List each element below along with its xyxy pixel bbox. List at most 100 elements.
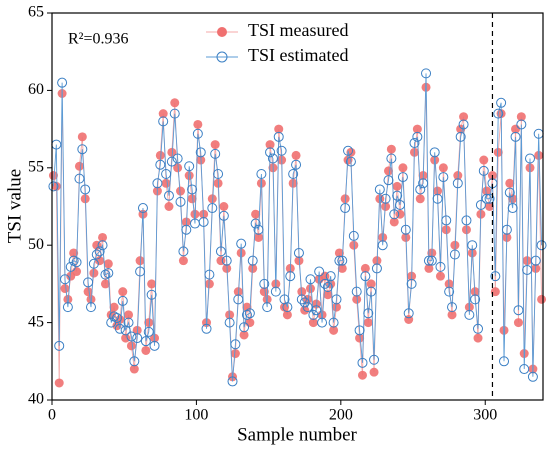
data-point [178,246,189,257]
data-point [481,193,492,204]
data-point [201,323,212,334]
data-point [329,325,339,335]
data-point [296,294,307,305]
data-point [418,178,429,189]
data-point [507,203,518,214]
y-tick-label: 55 [28,158,44,175]
data-point [68,255,79,266]
data-point [62,302,73,313]
y-axis-title: TSI value [4,169,25,243]
data-point [357,370,367,380]
data-point [121,333,131,343]
data-point [386,153,397,164]
data-point [97,240,108,251]
data-point [371,263,382,274]
data-point [71,257,82,268]
data-point [69,248,79,258]
data-point [111,312,122,323]
data-point [63,294,73,304]
data-point [374,184,385,195]
data-point [143,326,154,337]
data-point [501,224,512,235]
data-point [152,178,163,189]
data-point [395,209,405,219]
data-point [195,147,206,158]
data-point [349,240,359,250]
data-point [132,333,143,344]
data-point [123,317,134,328]
series-line [52,73,543,382]
data-point [473,333,483,343]
data-point [400,224,411,235]
data-point [141,345,151,355]
data-point [207,194,217,204]
data-point [60,284,70,294]
data-point [169,108,180,119]
data-point [74,161,84,171]
data-point [325,271,336,282]
data-point [322,281,333,292]
data-point [412,124,422,134]
data-point [504,187,515,198]
data-point [305,274,316,285]
data-point [377,240,388,251]
data-point [210,148,221,159]
data-point [184,161,195,172]
data-point [406,278,417,289]
data-point [522,264,533,275]
data-point [366,286,377,297]
data-point [230,349,240,359]
data-point [337,255,348,266]
data-point [198,216,209,227]
data-point [95,256,105,266]
data-point [77,132,87,142]
data-point [452,178,463,189]
data-point [126,331,137,342]
data-point [513,305,524,316]
data-point [447,302,458,313]
data-point [360,263,370,273]
data-point [265,140,275,150]
data-point [98,232,108,242]
legend-label: TSI estimated [248,45,348,65]
data-point [270,286,281,297]
data-point [256,168,267,179]
data-point [308,318,318,328]
data-point [297,287,307,297]
data-point [429,147,440,158]
data-point [444,286,455,297]
data-point [355,333,365,343]
data-point [536,240,547,251]
data-point [496,97,507,108]
x-tick-label: 100 [184,407,208,424]
data-point [435,271,445,281]
y-tick-label: 45 [28,313,44,330]
data-point [48,181,59,192]
data-point [204,269,215,280]
data-point [530,255,541,266]
data-point [314,266,325,277]
data-point [86,294,96,304]
data-point [103,268,114,279]
legend-label: TSI measured [248,20,348,40]
data-point [360,271,371,282]
data-point [485,202,495,211]
data-point [389,217,399,227]
data-point [415,184,426,195]
data-point [470,294,481,305]
data-point [161,168,172,179]
data-point [300,305,310,315]
data-point [433,186,443,196]
data-point [224,317,235,328]
x-axis-title: Sample number [237,424,357,445]
data-point [423,255,434,266]
data-point [100,269,111,280]
data-point [328,317,339,328]
data-point [239,330,249,340]
data-point [166,156,177,167]
data-point [158,116,169,127]
data-point [80,184,91,195]
data-point [259,278,270,289]
data-point [510,131,521,142]
data-point [438,172,449,183]
